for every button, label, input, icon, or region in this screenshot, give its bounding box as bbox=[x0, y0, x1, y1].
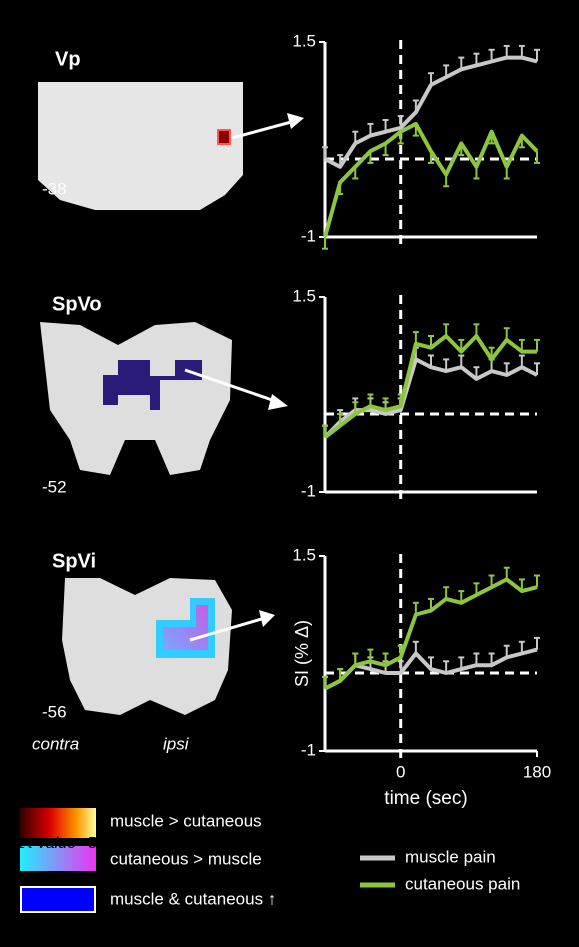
y-tick-label: -1 bbox=[301, 740, 316, 759]
colorbar bbox=[20, 846, 96, 871]
panel-label: SpVi bbox=[52, 550, 96, 572]
brain-slice bbox=[62, 578, 275, 715]
orientation-label: ipsi bbox=[163, 734, 190, 753]
scale-label: t-value bbox=[28, 835, 76, 852]
panel-label: SpVo bbox=[52, 293, 102, 315]
y-tick-label: 1.5 bbox=[292, 286, 316, 305]
x-axis-label: time (sec) bbox=[384, 788, 467, 809]
orientation-label: contra bbox=[32, 734, 79, 753]
y-axis-label: SI (% Δ) bbox=[292, 620, 312, 687]
colorbar bbox=[20, 808, 96, 838]
brain-slice bbox=[38, 82, 304, 210]
series-line bbox=[323, 334, 537, 439]
y-tick-label: -1 bbox=[301, 226, 316, 245]
series-line bbox=[324, 55, 538, 169]
slice-label: -38 bbox=[42, 179, 67, 198]
y-tick-label: 1.5 bbox=[292, 31, 316, 50]
x-tick-label: 180 bbox=[523, 762, 551, 781]
series-line bbox=[324, 647, 538, 691]
legend-text: cutaneous > muscle bbox=[110, 849, 262, 868]
series-legend: muscle pain cutaneous pain bbox=[360, 847, 520, 893]
slice-label: -52 bbox=[42, 477, 67, 496]
scale-label: 1 bbox=[16, 835, 25, 852]
y-tick-label: 1.5 bbox=[292, 545, 316, 564]
legend-text: muscle > cutaneous bbox=[110, 811, 262, 830]
series-line bbox=[324, 577, 538, 691]
legend-swatch bbox=[20, 886, 96, 913]
brain-slice bbox=[40, 322, 288, 475]
x-tick-label: 0 bbox=[396, 762, 405, 781]
slice-label: -56 bbox=[42, 702, 67, 721]
legend-label: cutaneous pain bbox=[405, 874, 520, 893]
panel-label: Vp bbox=[55, 48, 81, 70]
y-tick-label: -1 bbox=[301, 481, 316, 500]
series-line bbox=[323, 121, 539, 238]
legend-text: muscle & cutaneous ↑ bbox=[110, 889, 276, 908]
legend-label: muscle pain bbox=[405, 847, 496, 866]
scale-label: 5 bbox=[88, 835, 97, 852]
